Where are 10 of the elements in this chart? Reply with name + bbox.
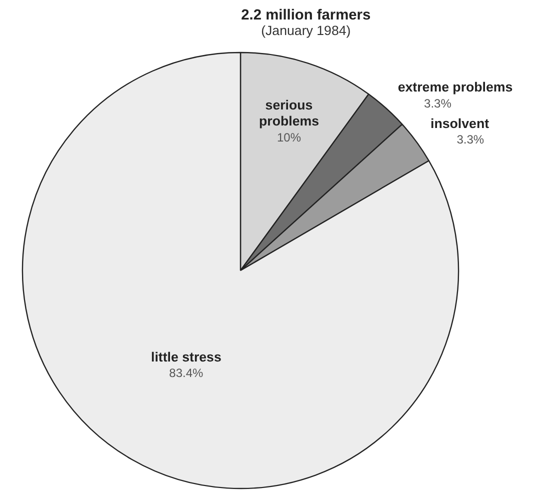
chart-subtitle: (January 1984) <box>261 23 351 38</box>
data-label: 3.3% <box>456 132 484 147</box>
data-label: 83.4% <box>169 366 204 380</box>
slice-label: serious problems <box>259 97 320 129</box>
slice-label: insolvent <box>430 116 490 131</box>
chart-title: 2.2 million farmers <box>241 7 371 24</box>
slice-label: extreme problems <box>398 80 513 95</box>
data-label: 3.3% <box>424 96 452 111</box>
data-label: 10% <box>276 130 302 145</box>
slice-label: little stress <box>151 349 222 364</box>
